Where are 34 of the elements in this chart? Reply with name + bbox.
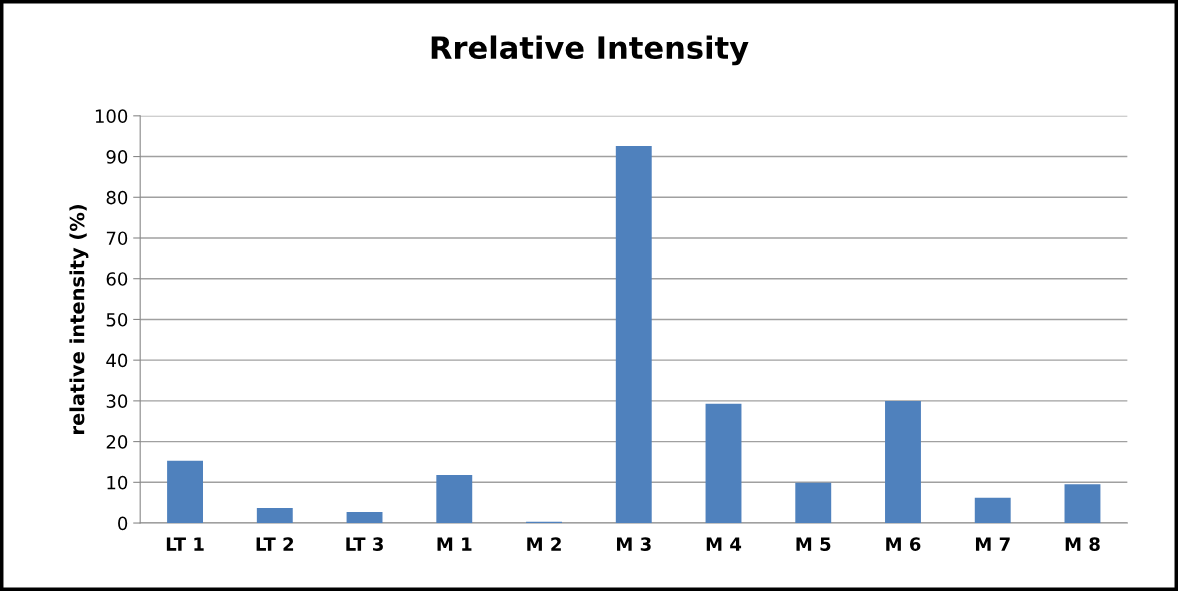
y-tick-label: 20 (106, 435, 128, 449)
x-tick-label: M 8 (1065, 537, 1100, 551)
chart-title: Rrelative Intensity (431, 35, 749, 66)
y-tick-label: 50 (106, 312, 128, 327)
y-tick-label: 60 (106, 272, 128, 286)
y-axis-title: relative intensity (%) (69, 205, 89, 434)
bar (885, 400, 921, 524)
x-tick-label: M 6 (886, 537, 921, 551)
bar (1064, 484, 1101, 524)
y-tick-label: 80 (106, 190, 128, 205)
bar (615, 145, 652, 524)
x-tick-label: M 5 (796, 537, 831, 551)
x-tick-label: M 7 (975, 537, 1010, 551)
x-tick-label: M 3 (617, 537, 651, 551)
y-tick-label: 100 (95, 109, 128, 123)
bar (256, 507, 293, 524)
bar (436, 474, 473, 524)
y-tick-label: 10 (107, 475, 128, 490)
y-tick-label: 30 (106, 394, 128, 408)
bar (705, 403, 742, 524)
y-tick-label: 0 (118, 516, 128, 531)
bar (974, 497, 1011, 524)
bar (795, 482, 832, 524)
x-tick-label: M 4 (706, 537, 742, 551)
y-tick-label: 40 (106, 353, 128, 368)
y-tick-label: 90 (106, 150, 128, 164)
x-tick-label: LT 2 (256, 537, 294, 551)
bar (346, 512, 383, 524)
x-tick-label: LT 1 (166, 537, 204, 551)
x-tick-label: LT 3 (346, 537, 383, 551)
x-tick-label: M 2 (527, 537, 561, 551)
bar (167, 460, 203, 524)
y-tick-label: 70 (106, 231, 128, 246)
x-tick-label: M 1 (437, 537, 472, 551)
